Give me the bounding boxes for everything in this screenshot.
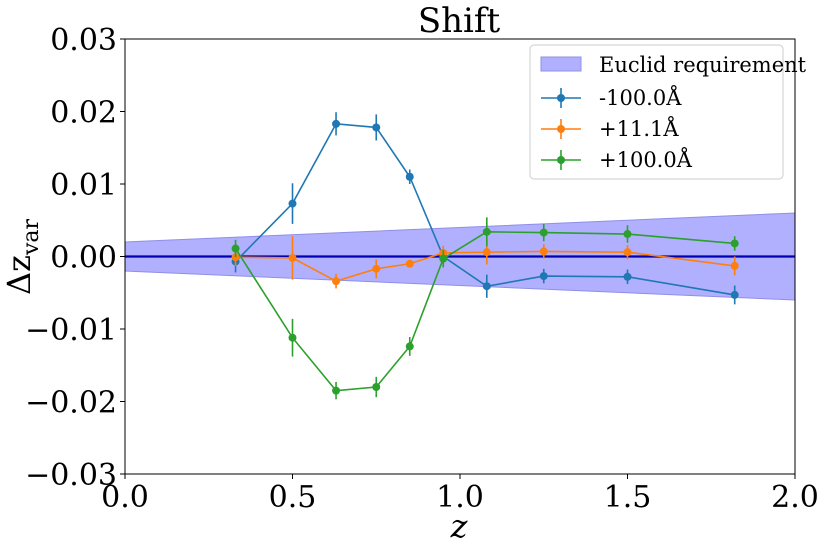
legend-label: -100.0Å	[599, 85, 682, 110]
legend-label: +100.0Å	[599, 147, 693, 172]
legend-label: +11.1Å	[599, 116, 679, 141]
data-point	[332, 386, 341, 395]
x-tick-label: 1.0	[436, 480, 484, 515]
data-point	[405, 342, 414, 351]
data-point	[623, 248, 632, 257]
legend-swatch-marker	[557, 125, 565, 133]
y-axis-label: Δzvar	[0, 219, 44, 296]
data-point	[405, 259, 414, 268]
series-2	[231, 217, 739, 400]
y-tick-label: −0.02	[25, 386, 117, 421]
y-tick-label: 0.03	[50, 23, 117, 58]
data-point	[539, 228, 548, 237]
series-line	[234, 122, 735, 296]
data-point	[439, 254, 448, 263]
data-point	[730, 290, 739, 299]
y-tick-label: 0.02	[50, 96, 117, 131]
y-tick-label: −0.01	[25, 313, 117, 348]
data-point	[623, 272, 632, 281]
x-tick-label: 0.0	[101, 480, 149, 515]
data-point	[332, 119, 341, 128]
y-axis-label-base: Δz	[0, 255, 38, 295]
y-tick-label: −0.03	[25, 458, 117, 493]
legend-swatch-marker	[557, 94, 565, 102]
legend-box	[529, 44, 784, 180]
x-tick-label: 1.5	[604, 480, 652, 515]
y-axis-label-subscript: var	[19, 219, 44, 257]
data-point	[231, 244, 240, 253]
axes: 0.0 0.5 1.0 1.5 2.0 −0.03 −0.02 −0.01 0.00 0.01 0.…	[25, 23, 819, 515]
series-line	[235, 250, 735, 283]
legend-label: Euclid requirement	[599, 53, 807, 77]
chart-title: Shift	[418, 1, 501, 41]
data-point	[405, 172, 414, 181]
legend: Euclid requirement -100.0Å +11.1Å +100.0Å	[529, 44, 807, 180]
data-point	[372, 383, 381, 391]
data-point	[730, 261, 739, 270]
y-tick-label: 0.00	[50, 241, 117, 276]
data-point	[539, 247, 548, 256]
data-point	[288, 333, 297, 342]
y-tick-label: 0.01	[50, 168, 117, 203]
x-axis-label: z	[450, 507, 469, 545]
data-point	[332, 277, 341, 286]
x-tick-label: 0.5	[269, 480, 317, 515]
data-point	[623, 230, 632, 239]
data-point	[288, 199, 297, 208]
x-tick-label: 2.0	[771, 480, 819, 515]
legend-swatch-band	[540, 56, 582, 72]
data-point	[288, 253, 297, 262]
data-point	[372, 123, 381, 132]
data-point	[539, 272, 548, 281]
data-point	[482, 282, 491, 291]
data-point	[372, 264, 381, 273]
legend-swatch-marker	[557, 156, 565, 164]
series-line	[234, 231, 735, 392]
plot-area	[124, 112, 796, 400]
data-point	[482, 227, 491, 236]
data-point	[482, 248, 491, 257]
data-point	[730, 239, 739, 248]
